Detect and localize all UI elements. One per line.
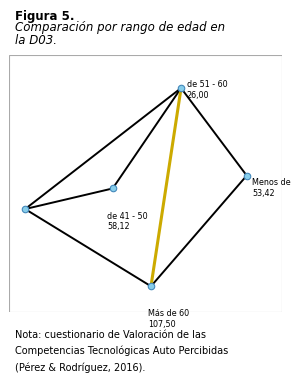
Point (244, 172, 249, 179)
Text: de 41 - 50
58,12: de 41 - 50 58,12 (107, 212, 148, 231)
Text: Competencias Tecnológicas Auto Percibidas: Competencias Tecnológicas Auto Percibida… (15, 346, 228, 356)
Text: de 51 - 60
26,00: de 51 - 60 26,00 (187, 80, 227, 100)
Text: la D03.: la D03. (15, 34, 56, 47)
Point (23, 206, 27, 212)
Text: Nota: cuestionario de Valoración de las: Nota: cuestionario de Valoración de las (15, 330, 205, 340)
Point (179, 85, 183, 91)
Text: (Pérez & Rodríguez, 2016).: (Pérez & Rodríguez, 2016). (15, 362, 145, 373)
Text: Más de 60
107,50: Más de 60 107,50 (148, 309, 189, 329)
Point (110, 185, 115, 191)
Point (149, 283, 153, 289)
Text: Comparación por rango de edad en: Comparación por rango de edad en (15, 21, 225, 34)
Text: Menos de 30
53,42: Menos de 30 53,42 (252, 178, 291, 198)
Text: Figura 5.: Figura 5. (15, 10, 74, 23)
